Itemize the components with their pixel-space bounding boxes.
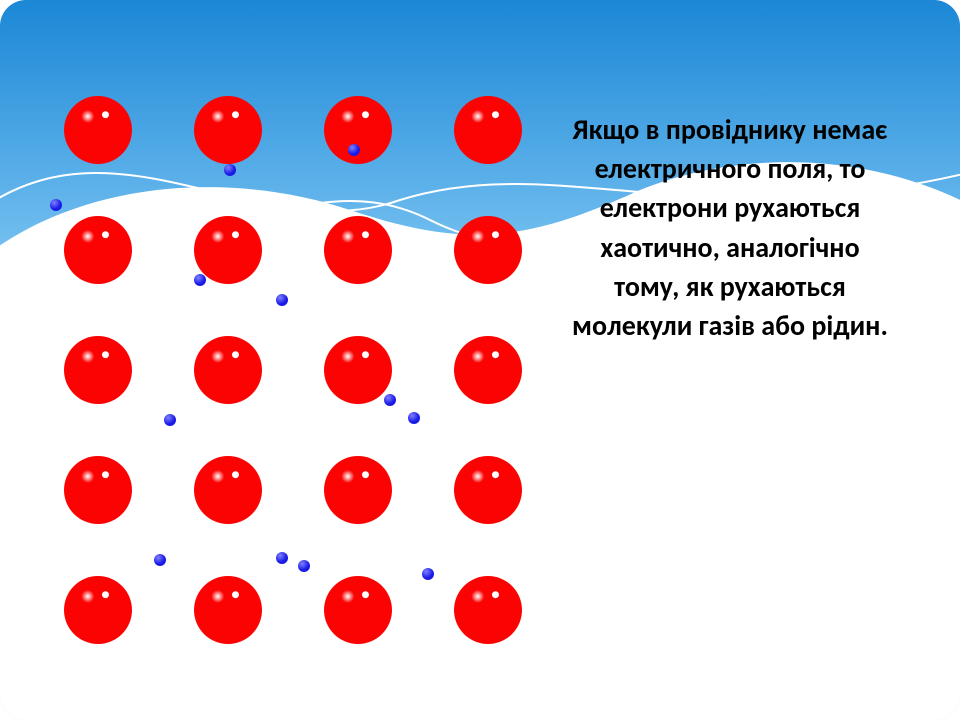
ion bbox=[64, 576, 132, 644]
ion bbox=[194, 96, 262, 164]
lattice-diagram bbox=[0, 0, 960, 720]
ion bbox=[194, 576, 262, 644]
electron bbox=[194, 274, 206, 286]
electron bbox=[276, 294, 288, 306]
ion-highlight bbox=[362, 231, 369, 238]
ion-highlight bbox=[362, 351, 369, 358]
ion bbox=[454, 456, 522, 524]
electron bbox=[154, 554, 166, 566]
ion bbox=[454, 576, 522, 644]
ion-highlight bbox=[492, 231, 499, 238]
ion bbox=[324, 576, 392, 644]
ion bbox=[194, 336, 262, 404]
ion-highlight bbox=[492, 471, 499, 478]
ion bbox=[194, 216, 262, 284]
ion-highlight bbox=[102, 471, 109, 478]
electron bbox=[276, 552, 288, 564]
ion-highlight bbox=[362, 591, 369, 598]
ion-highlight bbox=[102, 591, 109, 598]
ion-highlight bbox=[492, 591, 499, 598]
ion bbox=[324, 336, 392, 404]
ion-highlight bbox=[492, 111, 499, 118]
ion-highlight bbox=[492, 351, 499, 358]
electron bbox=[408, 412, 420, 424]
electron bbox=[348, 144, 360, 156]
ion-highlight bbox=[232, 231, 239, 238]
electron bbox=[50, 199, 62, 211]
electron bbox=[422, 568, 434, 580]
ion-highlight bbox=[102, 111, 109, 118]
ion bbox=[324, 216, 392, 284]
ion bbox=[64, 216, 132, 284]
electron bbox=[224, 164, 236, 176]
ion-highlight bbox=[232, 111, 239, 118]
ion bbox=[454, 96, 522, 164]
ion bbox=[194, 456, 262, 524]
electron bbox=[384, 394, 396, 406]
electron bbox=[298, 560, 310, 572]
ion-highlight bbox=[102, 351, 109, 358]
electron bbox=[164, 414, 176, 426]
ion-highlight bbox=[362, 111, 369, 118]
ion bbox=[64, 96, 132, 164]
caption-text: Якщо в провіднику немає електричного пол… bbox=[570, 110, 890, 345]
ion-highlight bbox=[232, 351, 239, 358]
ion bbox=[454, 216, 522, 284]
ion bbox=[64, 336, 132, 404]
ion-highlight bbox=[102, 231, 109, 238]
ion-highlight bbox=[232, 471, 239, 478]
ion bbox=[64, 456, 132, 524]
ion-highlight bbox=[362, 471, 369, 478]
slide: Якщо в провіднику немає електричного пол… bbox=[0, 0, 960, 720]
ion bbox=[324, 456, 392, 524]
ion bbox=[454, 336, 522, 404]
ion-highlight bbox=[232, 591, 239, 598]
